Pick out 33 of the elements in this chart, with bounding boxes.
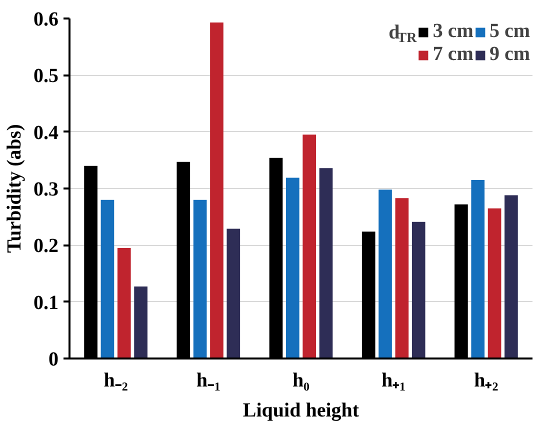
bar xyxy=(378,190,392,358)
bar xyxy=(134,286,148,358)
x-tick-label: h₊₂ xyxy=(474,370,498,392)
x-tick-label: h₀ xyxy=(292,370,310,392)
legend-label: 3 cm xyxy=(432,20,474,43)
bar xyxy=(471,180,485,358)
bar xyxy=(226,228,240,358)
y-tick-label: 0.2 xyxy=(34,235,58,258)
y-tick-label: 0 xyxy=(48,348,58,370)
bar xyxy=(319,168,333,358)
bar xyxy=(412,222,426,358)
bar xyxy=(488,208,502,358)
x-axis-title: Liquid height xyxy=(242,400,360,422)
y-tick-label: 0.5 xyxy=(34,65,58,88)
x-tick-label: h₋₁ xyxy=(196,370,220,392)
x-tick-label: h₊₁ xyxy=(382,370,406,392)
bar xyxy=(193,200,207,358)
bar xyxy=(302,134,316,358)
bar xyxy=(100,200,114,358)
y-tick-label: 0.3 xyxy=(34,178,58,200)
y-tick-label: 0.6 xyxy=(34,8,58,30)
bar xyxy=(504,195,518,358)
y-axis-title: Turbidity (abs) xyxy=(4,124,26,253)
legend-label: 9 cm xyxy=(489,43,530,66)
y-tick-label: 0.1 xyxy=(34,292,58,314)
legend-label: 7 cm xyxy=(432,43,474,66)
bar xyxy=(286,178,300,358)
bar xyxy=(210,22,224,358)
x-tick-label: h₋₂ xyxy=(104,370,128,392)
bar xyxy=(117,248,131,358)
bar xyxy=(395,198,409,358)
y-tick-label: 0.4 xyxy=(34,122,58,144)
legend-label: 5 cm xyxy=(489,20,530,43)
